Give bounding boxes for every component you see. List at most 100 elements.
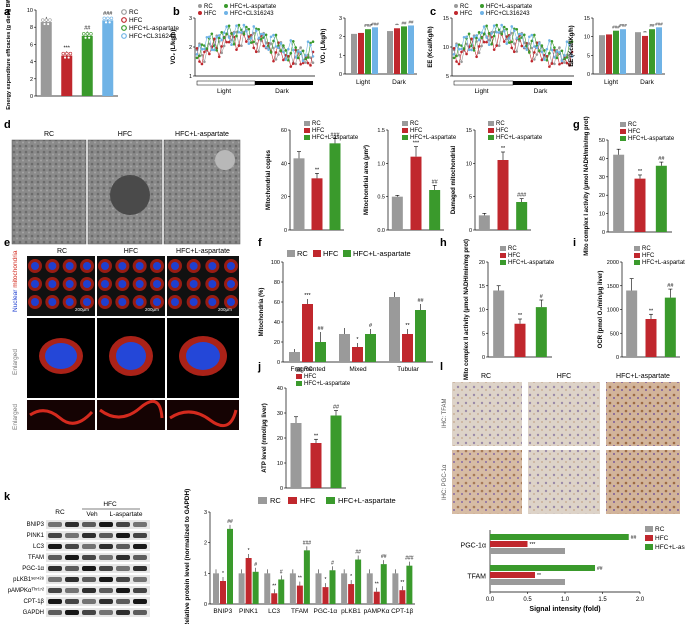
- data-point: [65, 51, 69, 56]
- legend-label: RC: [655, 526, 665, 533]
- data-point: [515, 37, 519, 40]
- bar-RC: [387, 31, 393, 74]
- data-point: [570, 55, 574, 58]
- chart-l: 0.0 0.5 1.0 1.5 2.0 Signal intensity (fold) ##…: [461, 526, 685, 613]
- data-point: [530, 39, 534, 43]
- data-point: [198, 44, 201, 47]
- x-tick-label: pAMPKα: [364, 608, 390, 615]
- y-axis-title: VO₂ (L/kg/h): [171, 30, 177, 65]
- blot-band: [133, 577, 147, 582]
- bar-RC: [391, 196, 403, 230]
- dark-label: Dark: [534, 88, 548, 95]
- blot-band: [65, 577, 79, 582]
- y-axis-title: Mitochondrial copies: [266, 149, 272, 210]
- significance-mark: ###: [364, 23, 372, 28]
- y-axis-title: Mito complex I activity (μmol NADH/min/m…: [584, 116, 590, 255]
- bar-RC: [599, 35, 605, 74]
- y-tick-label: 0: [30, 94, 33, 100]
- blot-band: [65, 544, 79, 549]
- legend-label: RC: [129, 9, 139, 16]
- data-point: [217, 36, 221, 40]
- l-label-asp: HFC+L-aspartate: [616, 373, 670, 380]
- data-point: [48, 18, 52, 22]
- data-point: [485, 40, 488, 44]
- data-point: [42, 22, 47, 26]
- data-point: [264, 33, 268, 37]
- data-point: [232, 42, 236, 46]
- bar-HFC+L-aspartate: [252, 571, 259, 604]
- data-point: [510, 40, 514, 44]
- blot-band: [133, 555, 147, 560]
- significance-mark: ###: [655, 21, 663, 26]
- bar-HFC: [271, 593, 278, 604]
- data-point: [563, 57, 566, 61]
- bar-HFC+CL316243: [372, 27, 378, 74]
- data-point: [490, 42, 493, 46]
- legend-marker: [121, 17, 127, 23]
- data-point: [558, 50, 561, 54]
- y-tick-label: 5: [587, 53, 590, 59]
- chart-d1: 0 20 40 60 Mitochondrial copies ** ### RCHFCHFC…: [266, 121, 359, 234]
- blot-row-label: PGC-1α: [22, 566, 44, 572]
- dark-bar: [255, 81, 313, 85]
- data-point: [533, 45, 536, 48]
- bar-HFC: [642, 35, 648, 74]
- blot-band: [99, 599, 113, 604]
- blot-lane-bg: [46, 531, 150, 540]
- y-tick-label: 0: [469, 228, 472, 234]
- data-point: [294, 56, 298, 59]
- y-tick-label: 2000: [607, 260, 619, 266]
- legend-swatch: [304, 121, 310, 126]
- data-point: [462, 35, 466, 39]
- bar-HFC: [61, 55, 73, 96]
- legend-label: RC: [642, 246, 651, 252]
- letter-h: h: [440, 237, 447, 249]
- blot-band: [133, 599, 147, 604]
- x-tick-label: Mixed: [349, 366, 367, 373]
- data-point: [457, 53, 461, 57]
- legend-label: HFC+L-aspartate: [129, 25, 179, 32]
- legend-swatch: [287, 250, 295, 257]
- data-point: [304, 57, 307, 61]
- cell-nucleus: [48, 280, 57, 288]
- data-point: [309, 56, 312, 60]
- legend-label: HFC+L-aspartate: [338, 496, 396, 505]
- data-point: [208, 35, 211, 39]
- light-label: Light: [474, 88, 488, 95]
- data-point: [535, 46, 539, 50]
- data-point: [242, 23, 246, 27]
- bar-HFC+L-aspartate: [227, 528, 233, 604]
- data-point: [467, 32, 471, 36]
- data-point: [470, 37, 473, 41]
- data-point: [512, 50, 516, 54]
- bar-HFC+L-aspartate: [330, 415, 342, 488]
- data-point: [465, 42, 468, 46]
- bar-RC: [366, 573, 373, 604]
- blot-lane-bg: [46, 542, 150, 551]
- data-point: [540, 50, 544, 54]
- series-line: [453, 24, 573, 62]
- data-point: [306, 56, 310, 59]
- significance-mark: **: [315, 167, 320, 173]
- data-point: [287, 58, 290, 62]
- legend-swatch: [304, 135, 310, 140]
- x-tick-label: 2.0: [636, 597, 645, 603]
- blot-veh-header: Veh: [86, 511, 98, 518]
- blot-band: [99, 544, 113, 549]
- y-tick-label: PGC-1α: [461, 543, 486, 550]
- y-tick-label: 80: [274, 280, 280, 286]
- data-point: [198, 54, 201, 58]
- bar-HFC: [220, 581, 226, 604]
- y-tick-label: 2: [204, 541, 207, 547]
- data-point: [480, 31, 483, 34]
- cell-nucleus: [101, 262, 109, 270]
- significance-mark: ##: [381, 554, 387, 560]
- bar-HFC+L-aspartate: [329, 570, 336, 604]
- y-tick-label: 1.5: [377, 128, 385, 134]
- bar-HFC+L-aspartate: [355, 559, 362, 604]
- data-point: [457, 43, 461, 46]
- legend-marker: [121, 9, 127, 15]
- bar-HFC: [311, 178, 323, 230]
- y-tick-label: 5: [446, 74, 449, 80]
- data-point: [289, 39, 293, 42]
